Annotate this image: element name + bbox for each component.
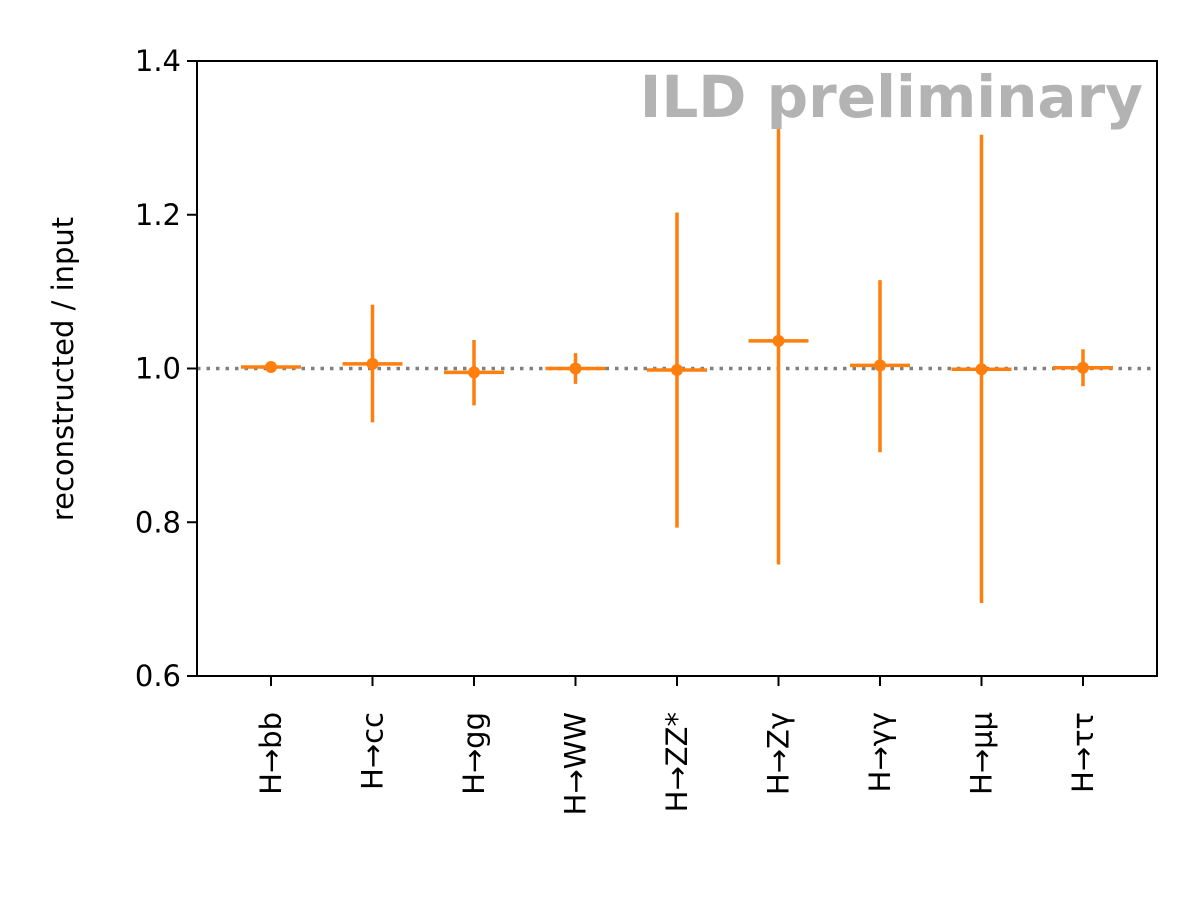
x-tick-label: H→Zγ: [762, 712, 796, 795]
y-tick-label: 1.4: [135, 44, 181, 78]
data-point: [569, 362, 582, 375]
preliminary-watermark: ILD preliminary: [640, 63, 1143, 131]
data-point: [468, 366, 480, 379]
y-tick-label: 1.0: [135, 352, 181, 386]
x-tick-label: H→ττ: [1066, 712, 1100, 793]
data-marks-layer: [241, 117, 1113, 603]
data-point: [265, 360, 277, 373]
x-tick-label: H→ZZ*: [660, 712, 694, 812]
x-tick-label: H→WW: [559, 712, 593, 815]
y-axis-label: reconstructed / input: [46, 217, 80, 521]
x-tick-label: H→bb: [254, 712, 288, 795]
y-tick-label: 0.8: [135, 505, 181, 539]
data-point: [874, 359, 886, 372]
x-tick-label: H→cc: [356, 712, 390, 790]
data-point: [366, 357, 379, 370]
data-point: [671, 364, 683, 377]
data-point: [1077, 361, 1089, 374]
x-tick-label: H→γγ: [863, 712, 897, 792]
x-tick-label: H→gg: [457, 712, 491, 795]
axes-layer: 0.6 0.8 1.0 1.2 1.4 H→bb H→cc H→gg H→WW H→ZZ* H→Zγ…: [135, 44, 1158, 815]
y-tick-label: 1.2: [135, 198, 181, 232]
data-point: [772, 334, 785, 347]
x-tick-label: H→μμ: [965, 712, 999, 795]
y-tick-label: 0.6: [135, 659, 181, 693]
data-point: [975, 363, 988, 376]
